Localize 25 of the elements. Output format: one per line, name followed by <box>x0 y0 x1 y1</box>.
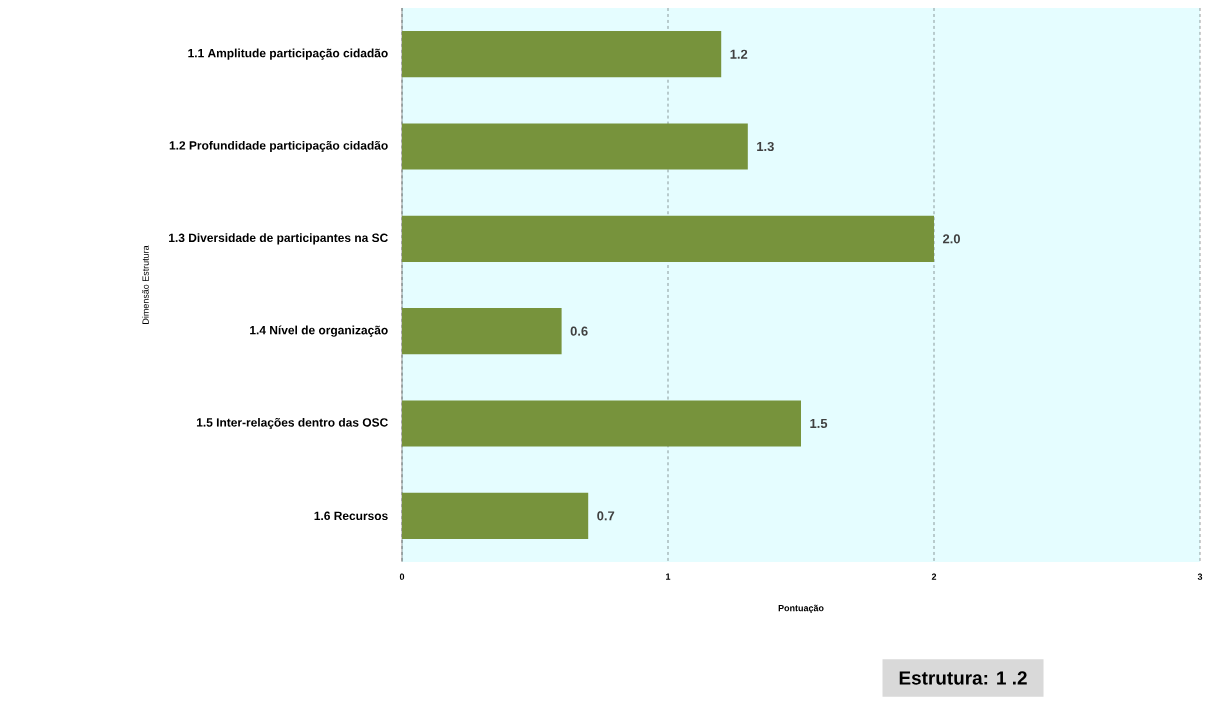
x-tick-label: 0 <box>399 573 405 580</box>
text: Estrutura: 1 .2 <box>899 671 1027 685</box>
bar <box>402 492 589 539</box>
data-label: 2.0 <box>942 234 960 244</box>
y-tick-label: 1.3 Diversidade de participantes na SC <box>169 233 388 245</box>
x-tick-label: 2 <box>931 573 937 580</box>
y-tick-label: 1.5 Inter-relações dentro das OSC <box>196 417 388 430</box>
data-label: 0.7 <box>597 511 615 521</box>
y-tick-label: 1.4 Nível de organização <box>250 325 388 337</box>
data-label: 1.2 <box>730 49 748 59</box>
y-axis-title: Dimensão Estrutura <box>142 245 149 324</box>
bar <box>402 123 748 170</box>
x-tick-label: 1 <box>666 573 671 580</box>
data-label: 1.3 <box>757 141 774 152</box>
x-tick-label: 3 <box>1197 573 1203 580</box>
x-axis-title: Pontuação <box>778 604 824 614</box>
bar <box>402 215 935 262</box>
y-tick-label: 1.2 Profundidade participação cidadão <box>169 140 388 153</box>
bar <box>402 400 802 447</box>
y-tick-label: 1.6 Recursos <box>314 511 388 521</box>
bar <box>402 308 562 355</box>
bar <box>402 31 722 78</box>
data-label: 0.6 <box>570 326 588 336</box>
y-tick-label: 1.1 Amplitude participação cidadão <box>188 48 388 60</box>
data-label: 1.5 <box>810 418 828 429</box>
